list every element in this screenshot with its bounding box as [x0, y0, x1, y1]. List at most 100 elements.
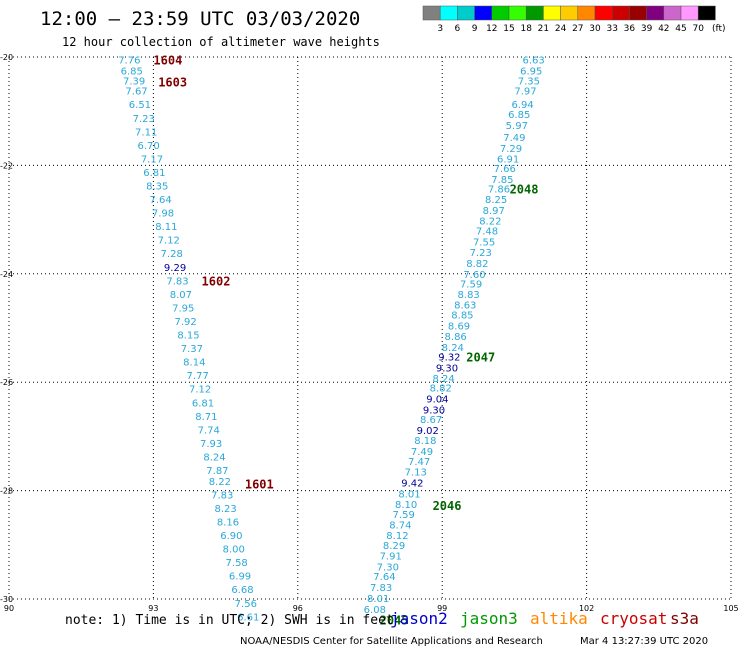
wave-height-point: 8.35	[146, 181, 168, 192]
wave-height-point: 8.82	[430, 384, 452, 395]
pass-number-label: 1602	[202, 274, 231, 288]
x-tick-label: 105	[723, 604, 738, 613]
wave-height-point: 7.35	[518, 76, 540, 87]
wave-height-point: 9.30	[423, 405, 445, 416]
colorbar-legend: 3 6 9 12 15 18 21 24 27 30 33 36 39 42 45 70	[422, 5, 716, 34]
wave-height-point: 7.93	[200, 439, 222, 450]
footer-credit: NOAA/NESDIS Center for Satellite Applica…	[240, 636, 543, 647]
wave-height-point: 9.02	[417, 426, 439, 437]
wave-height-point: 7.83	[166, 276, 188, 287]
wave-height-point: 6.99	[229, 572, 251, 583]
wave-height-point: 9.29	[164, 263, 186, 274]
wave-height-point: 7.97	[514, 87, 536, 98]
wave-height-point: 6.85	[121, 67, 143, 78]
chart-subtitle: 12 hour collection of altimeter wave hei…	[62, 35, 380, 49]
wave-height-point: 6.63	[523, 56, 545, 67]
wave-height-point: 7.91	[380, 552, 402, 563]
colorbar-label: 27	[572, 24, 583, 34]
colorbar-label: 39	[641, 24, 653, 34]
wave-height-point: 7.12	[158, 236, 180, 247]
wave-height-point: 7.98	[152, 209, 174, 220]
colorbar-label: 36	[624, 24, 636, 34]
wave-height-point: 8.12	[386, 531, 408, 542]
pass-number-label: 1603	[158, 75, 187, 89]
wave-height-point: 7.49	[411, 447, 433, 458]
wave-height-point: 6.91	[497, 154, 519, 165]
wave-height-point: 7.85	[491, 175, 513, 186]
wave-height-point: 8.74	[389, 521, 411, 532]
wave-height-point: 7.87	[206, 466, 228, 477]
data-points: 7.766.857.397.676.517.237.116.707.176.81…	[118, 56, 545, 624]
wave-height-point: 7.11	[135, 127, 157, 138]
wave-height-point: 6.61	[237, 612, 259, 623]
wave-height-point: 7.29	[500, 144, 522, 155]
satellite-legend-s3a: s3a	[670, 609, 699, 628]
colorbar-label: 33	[606, 24, 617, 34]
colorbar-swatch	[439, 5, 458, 21]
wave-height-point: 6.95	[520, 67, 542, 78]
wave-height-point: 7.30	[377, 562, 399, 573]
y-tick-label: -20	[0, 53, 13, 62]
wave-height-point: 7.83	[370, 583, 392, 594]
wave-height-point: 8.01	[398, 489, 420, 500]
wave-height-point: 7.49	[503, 133, 525, 144]
pass-number-label: 1601	[245, 478, 274, 492]
wave-height-point: 8.67	[420, 415, 442, 426]
colorbar-swatch	[474, 5, 493, 21]
colorbar-label: 3	[437, 24, 443, 34]
wave-height-point: 8.22	[479, 217, 501, 228]
satellite-legend: jason2 jason3 altika cryosat s3a	[390, 609, 699, 628]
colorbar-swatch	[629, 5, 647, 21]
wave-height-point: 6.08	[364, 605, 386, 616]
y-tick-label: -30	[0, 595, 13, 604]
wave-height-point: 8.24	[433, 374, 455, 385]
colorbar-label: 6	[455, 24, 461, 34]
wave-height-point: 9.30	[436, 364, 458, 375]
wave-height-point: 8.63	[454, 301, 476, 312]
wave-height-point: 7.28	[161, 249, 183, 260]
satellite-legend-jason3: jason3	[460, 609, 518, 628]
wave-height-point: 6.94	[511, 100, 533, 111]
wave-height-point: 8.14	[183, 358, 205, 369]
colorbar-swatch	[577, 5, 596, 21]
colorbar-swatch	[422, 5, 441, 21]
x-tick-label: 90	[4, 604, 14, 613]
colorbar-label: 30	[589, 24, 601, 34]
colorbar-label: 12	[486, 24, 497, 34]
colorbar-label: 45	[675, 24, 686, 34]
colorbar-swatch	[560, 5, 579, 21]
wave-height-point: 8.71	[195, 412, 217, 423]
x-tick-label: 96	[293, 604, 303, 613]
colorbar-swatch	[680, 5, 699, 21]
wave-height-point: 9.32	[438, 353, 460, 364]
wave-height-point: 7.67	[125, 87, 147, 98]
wave-height-point: 7.56	[235, 599, 257, 610]
pass-number-label: 1604	[153, 54, 182, 68]
wave-height-point: 7.59	[393, 510, 415, 521]
colorbar-label: 15	[503, 24, 514, 34]
wave-height-point: 7.76	[118, 56, 140, 67]
wave-height-point: 9.42	[401, 478, 423, 489]
chart-axes: 90 93 96 99 102 105 -20 -22 -24 -26 -28 -30	[0, 53, 739, 613]
wave-height-point: 7.95	[172, 303, 194, 314]
colorbar-label: 70	[692, 24, 704, 34]
wave-height-point: 8.85	[451, 310, 473, 321]
wave-height-point: 8.86	[445, 332, 467, 343]
wave-height-point: 7.39	[123, 76, 145, 87]
x-tick-label: 102	[579, 604, 594, 613]
pass-number-label: 2046	[433, 499, 462, 513]
y-tick-label: -22	[0, 161, 13, 170]
wave-height-point: 6.85	[508, 110, 530, 121]
colorbar-swatch	[611, 5, 630, 21]
wave-height-point: 8.69	[448, 321, 470, 332]
colorbar-swatch	[525, 5, 544, 21]
pass-labels: 1604 1603 1602 1601 2048 2047 2046 2045	[153, 54, 538, 628]
wave-height-point: 8.18	[414, 436, 436, 447]
wave-height-point: 8.16	[217, 517, 239, 528]
x-tick-label: 99	[437, 604, 447, 613]
wave-height-point: 8.25	[485, 195, 507, 206]
wave-height-point: 7.37	[181, 344, 203, 355]
colorbar-swatch	[543, 5, 561, 21]
wave-height-point: 7.66	[494, 164, 516, 175]
wave-height-point: 7.59	[460, 280, 482, 291]
